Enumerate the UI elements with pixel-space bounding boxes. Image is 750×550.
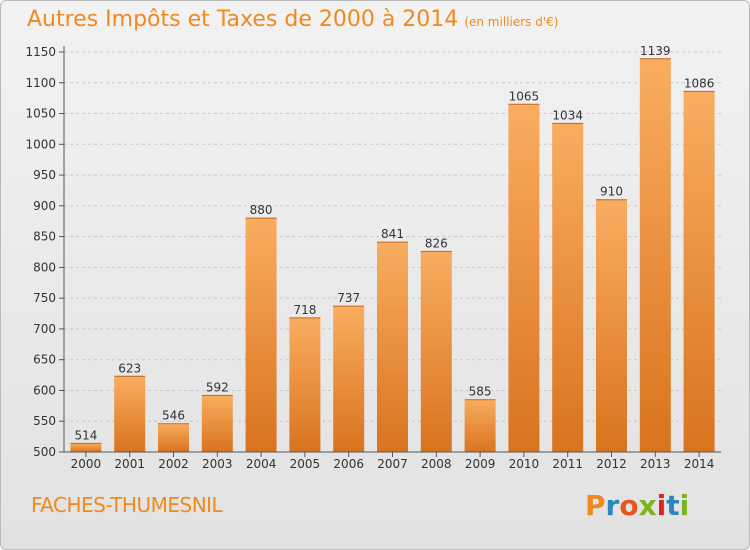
bar (683, 91, 715, 452)
data-labels: 514 623 546 592 880 718 737 841 826 585 1065 1034 91… (74, 44, 714, 443)
x-tick-label: 2010 (509, 457, 540, 471)
x-tick-label: 2014 (684, 457, 715, 471)
y-tick-label: 950 (33, 168, 56, 182)
data-label: 546 (162, 409, 185, 423)
y-tick-label: 1100 (25, 76, 56, 90)
y-tick-label: 550 (33, 414, 56, 428)
chart-title: Autres Impôts et Taxes de 2000 à 2014 (en… (27, 7, 559, 32)
logo-letter: P (585, 489, 606, 522)
data-label: 1139 (640, 44, 671, 58)
bar (464, 399, 496, 452)
bar (201, 395, 233, 452)
data-label: 1065 (509, 89, 540, 103)
data-label: 880 (250, 203, 273, 217)
bar (333, 306, 365, 452)
y-tick-label: 750 (33, 291, 56, 305)
x-tick-label: 2004 (246, 457, 277, 471)
y-tick-label: 650 (33, 353, 56, 367)
y-tick-label: 1000 (25, 137, 56, 151)
proxiti-logo: Proxiti (585, 489, 689, 522)
y-tick-label: 1050 (25, 107, 56, 121)
bar (377, 242, 408, 452)
bar (158, 423, 189, 452)
data-label: 585 (469, 385, 492, 399)
logo-letter: o (619, 489, 639, 522)
x-tick-label: 2001 (114, 457, 145, 471)
x-tick-label: 2005 (290, 457, 321, 471)
bar (114, 376, 146, 452)
data-label: 826 (425, 236, 448, 250)
x-tick-label: 2011 (552, 457, 583, 471)
x-tick-label: 2006 (333, 457, 364, 471)
bar (552, 123, 584, 452)
bar (508, 104, 540, 453)
bar (289, 317, 321, 452)
data-label: 841 (381, 227, 404, 241)
data-label: 718 (293, 303, 316, 317)
y-tick-label: 1150 (25, 45, 56, 59)
data-label: 623 (118, 361, 141, 375)
data-label: 1034 (552, 108, 583, 122)
y-axis: 500 550 600 650 700 750 800 850 900 950 1000 1050 11… (25, 45, 65, 459)
data-label: 737 (337, 291, 360, 305)
y-tick-label: 900 (33, 199, 56, 213)
logo-letter: r (605, 489, 620, 522)
data-label: 514 (74, 428, 97, 442)
y-tick-label: 700 (33, 322, 56, 336)
x-tick-label: 2002 (158, 457, 189, 471)
x-tick-label: 2007 (377, 457, 408, 471)
bar (596, 199, 627, 452)
bar (70, 443, 102, 452)
bar (639, 58, 671, 453)
y-tick-label: 800 (33, 260, 56, 274)
logo-letter: t (666, 489, 680, 522)
chart-subtitle: (en milliers d'€) (464, 15, 559, 29)
y-tick-label: 500 (33, 445, 56, 459)
data-label: 1086 (684, 76, 715, 90)
logo-letter: i (656, 489, 667, 522)
y-tick-label: 600 (33, 383, 56, 397)
x-tick-label: 2013 (640, 457, 671, 471)
logo-letter: x (638, 489, 657, 522)
x-tick-label: 2012 (596, 457, 627, 471)
data-label: 592 (206, 380, 229, 394)
bars (70, 58, 715, 453)
logo-letter: i (679, 489, 690, 522)
x-tick-label: 2003 (202, 457, 233, 471)
bar (245, 218, 277, 452)
data-label: 910 (600, 185, 623, 199)
x-tick-label: 2009 (465, 457, 496, 471)
place-name: FACHES-THUMESNIL (31, 493, 223, 517)
bar (420, 251, 452, 452)
y-tick-label: 850 (33, 230, 56, 244)
x-tick-label: 2008 (421, 457, 452, 471)
x-axis: 2000 2001 2002 2003 2004 2005 2006 2007 2008 2009… (64, 451, 721, 471)
x-tick-label: 2000 (71, 457, 102, 471)
